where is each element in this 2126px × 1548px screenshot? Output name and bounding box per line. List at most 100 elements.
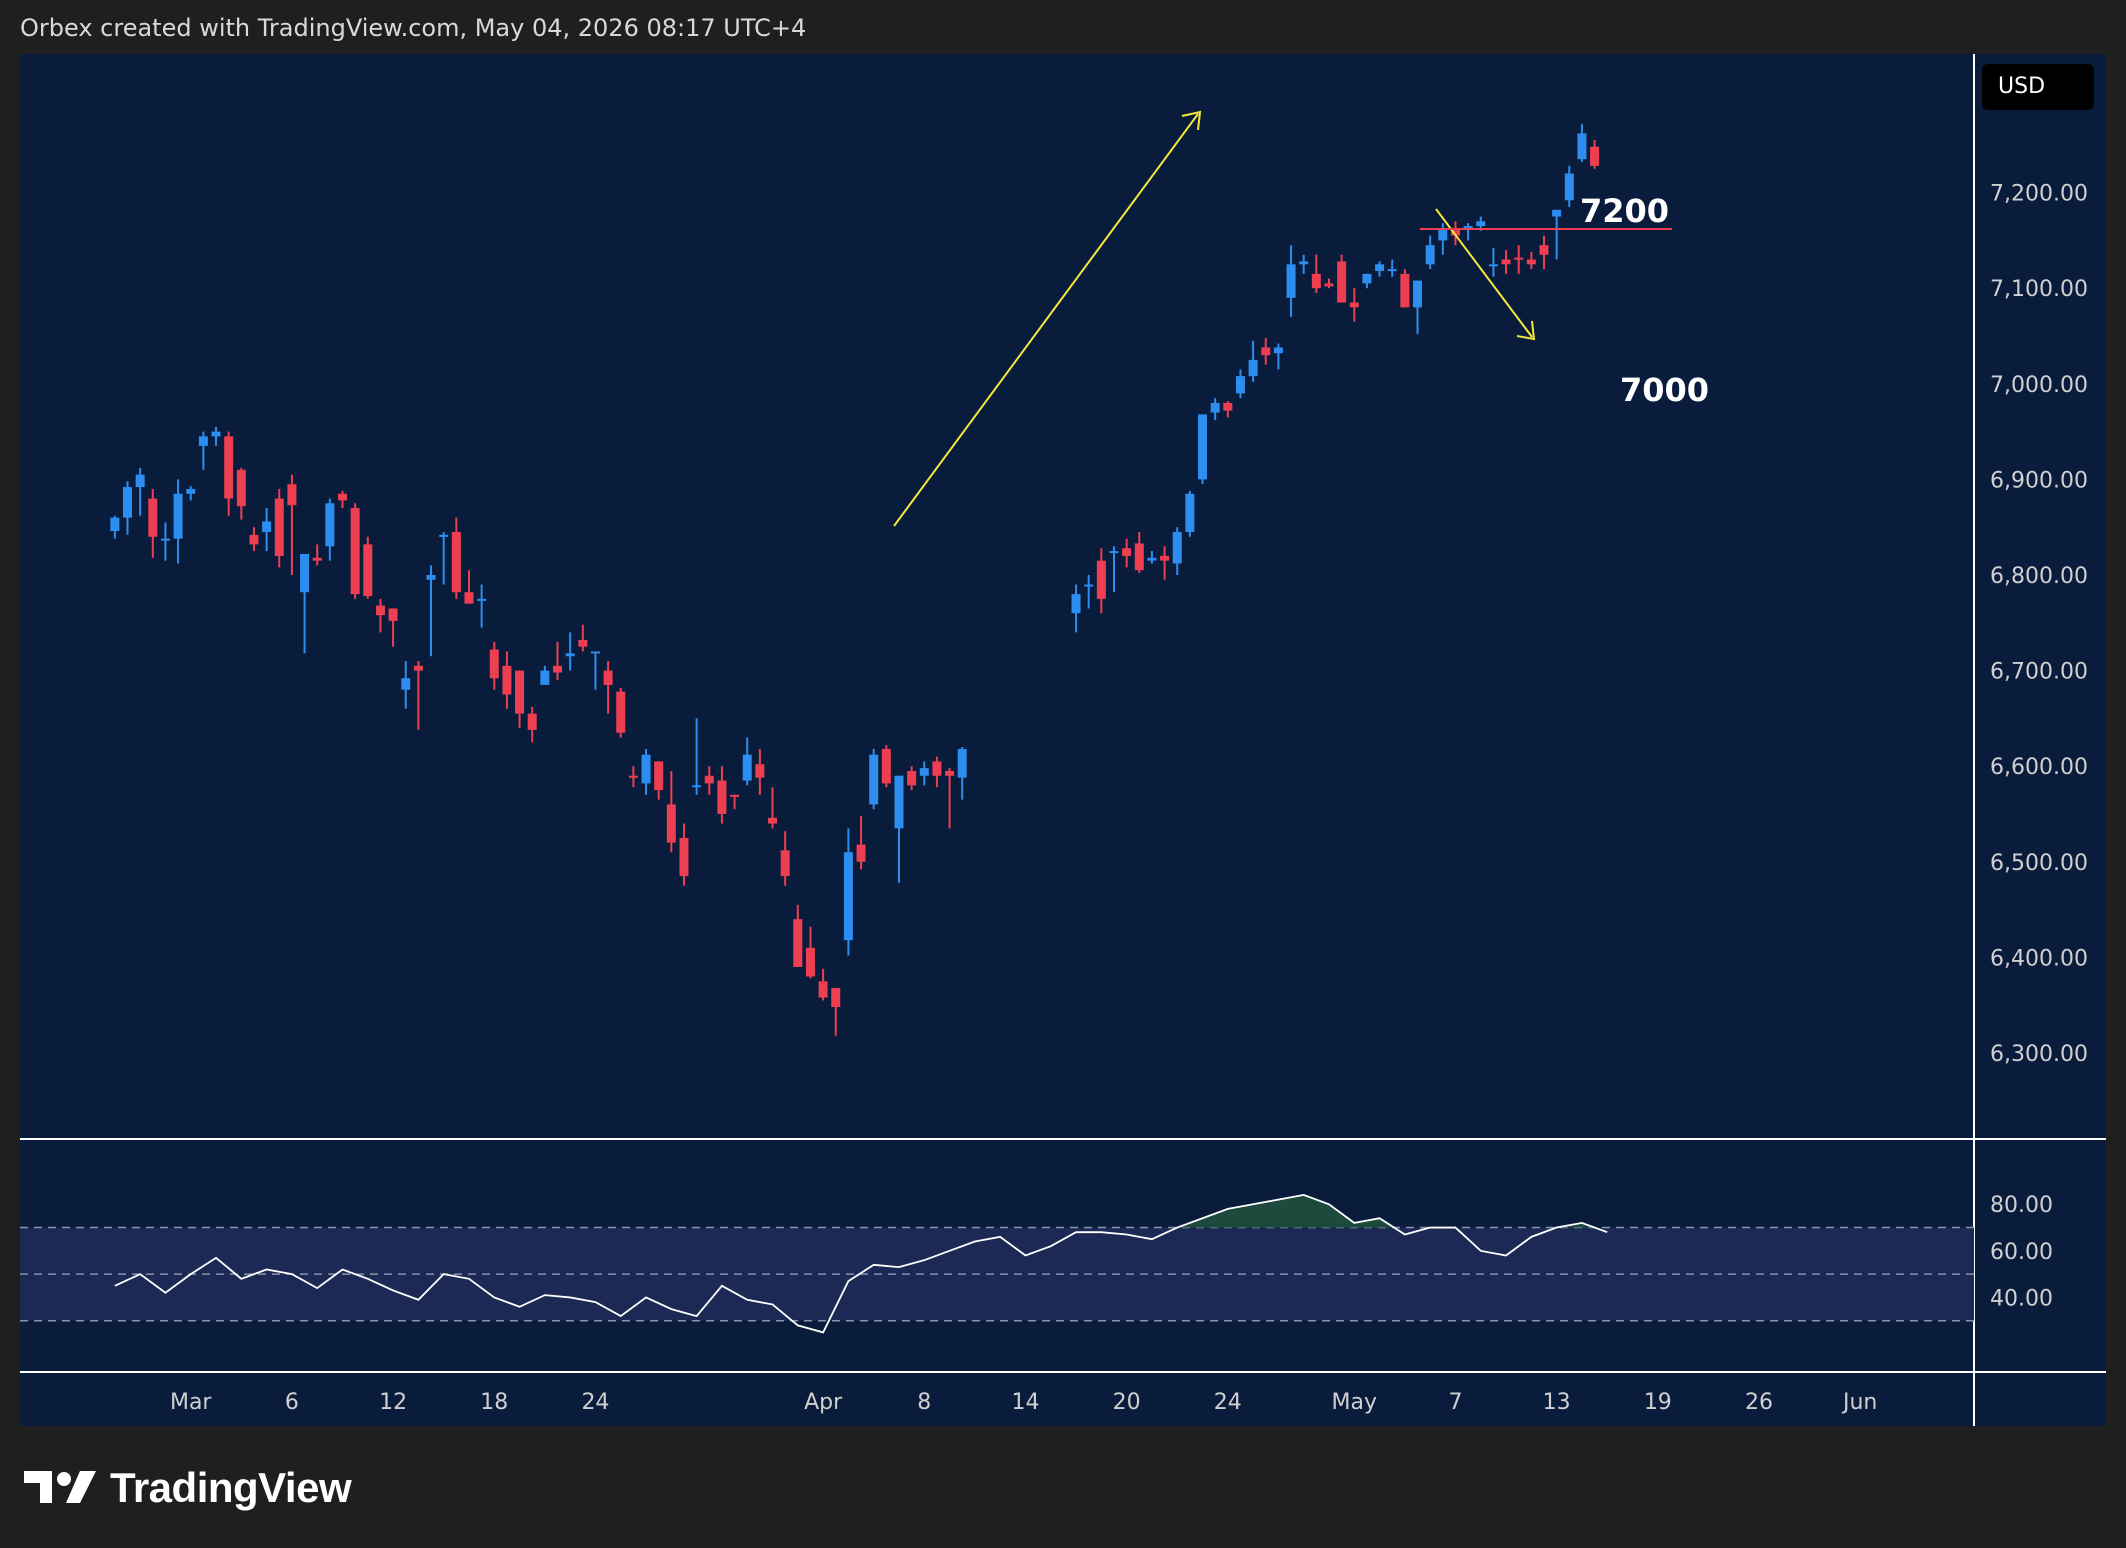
candle[interactable] [1413, 280, 1423, 335]
candle[interactable] [730, 794, 740, 810]
candle[interactable] [451, 517, 461, 599]
candle[interactable] [1526, 251, 1536, 270]
candle[interactable] [1552, 209, 1562, 260]
candle[interactable] [1564, 165, 1574, 207]
candle[interactable] [1425, 235, 1435, 270]
candle[interactable] [1463, 223, 1473, 241]
candle[interactable] [603, 661, 613, 714]
candle[interactable] [578, 624, 588, 652]
candle[interactable] [477, 584, 487, 628]
candle[interactable] [1223, 401, 1233, 418]
candle[interactable] [717, 766, 727, 824]
candle[interactable] [679, 823, 689, 886]
candle[interactable] [565, 632, 575, 671]
candle[interactable] [527, 706, 537, 743]
uptrend-arrow[interactable] [893, 113, 1199, 527]
candle[interactable] [515, 670, 525, 728]
candle[interactable] [768, 787, 778, 829]
candle[interactable] [805, 926, 815, 979]
candle[interactable] [350, 503, 360, 599]
candle[interactable] [312, 544, 322, 566]
candle[interactable] [1084, 574, 1094, 609]
candle[interactable] [1514, 245, 1524, 274]
candle[interactable] [1235, 369, 1245, 399]
candle[interactable] [1590, 140, 1600, 169]
candle[interactable] [742, 737, 752, 786]
candle[interactable] [894, 775, 904, 883]
candle[interactable] [464, 570, 474, 604]
candle[interactable] [1185, 490, 1195, 537]
tradingview-brand[interactable]: TradingView [24, 1464, 352, 1512]
candle[interactable] [1160, 546, 1170, 580]
candle[interactable] [1311, 254, 1321, 293]
candle[interactable] [262, 508, 272, 552]
candle[interactable] [957, 747, 967, 800]
candle[interactable] [1450, 221, 1460, 246]
candle[interactable] [945, 768, 955, 829]
candle[interactable] [1324, 278, 1334, 289]
candle[interactable] [160, 522, 170, 561]
candle[interactable] [1286, 245, 1296, 317]
candle[interactable] [641, 748, 651, 795]
candle[interactable] [211, 426, 221, 446]
candle[interactable] [1387, 259, 1397, 277]
candle[interactable] [198, 431, 208, 470]
candle[interactable] [1400, 269, 1410, 308]
candle[interactable] [1539, 235, 1549, 270]
candle[interactable] [932, 756, 942, 788]
candle[interactable] [654, 761, 664, 800]
candle[interactable] [274, 488, 284, 568]
candle[interactable] [1071, 584, 1081, 633]
candle[interactable] [780, 831, 790, 886]
candle[interactable] [540, 665, 550, 685]
candle[interactable] [1147, 551, 1157, 564]
candle[interactable] [831, 987, 841, 1036]
candle[interactable] [439, 531, 449, 585]
candle[interactable] [1488, 248, 1498, 277]
candle[interactable] [692, 718, 702, 795]
candle[interactable] [426, 565, 436, 657]
candle[interactable] [755, 748, 765, 795]
candle[interactable] [553, 641, 563, 681]
candle[interactable] [224, 431, 234, 516]
candle[interactable] [110, 515, 120, 539]
candle[interactable] [919, 761, 929, 786]
candle[interactable] [1134, 531, 1144, 574]
candle[interactable] [1096, 548, 1106, 614]
candle[interactable] [616, 687, 626, 738]
candle[interactable] [907, 766, 917, 791]
candle[interactable] [249, 527, 259, 552]
candle[interactable] [502, 651, 512, 709]
candle[interactable] [843, 828, 853, 956]
candle[interactable] [123, 481, 133, 535]
candle[interactable] [628, 766, 638, 788]
downtrend-arrow[interactable] [1435, 208, 1533, 338]
candle[interactable] [236, 467, 246, 520]
candle[interactable] [1210, 398, 1220, 421]
candle[interactable] [1501, 249, 1511, 274]
candle[interactable] [300, 553, 310, 654]
candle[interactable] [135, 467, 145, 516]
candle[interactable] [1349, 288, 1359, 322]
candle[interactable] [1248, 340, 1258, 382]
candle[interactable] [1337, 254, 1347, 303]
candle[interactable] [375, 598, 385, 633]
candle[interactable] [704, 766, 714, 795]
candle[interactable] [287, 474, 297, 575]
candle[interactable] [1577, 123, 1587, 163]
candle[interactable] [489, 641, 499, 690]
candle[interactable] [590, 651, 600, 690]
candle[interactable] [413, 661, 423, 730]
candle[interactable] [818, 968, 828, 1001]
rsi-line[interactable] [114, 1193, 1608, 1334]
candle[interactable] [173, 479, 183, 564]
candle[interactable] [856, 815, 866, 870]
candle[interactable] [1299, 254, 1309, 274]
candle[interactable] [1362, 273, 1372, 289]
candle[interactable] [881, 745, 891, 788]
candle[interactable] [186, 486, 196, 501]
candle[interactable] [148, 488, 158, 558]
candle[interactable] [793, 904, 803, 967]
candle[interactable] [1172, 527, 1182, 575]
